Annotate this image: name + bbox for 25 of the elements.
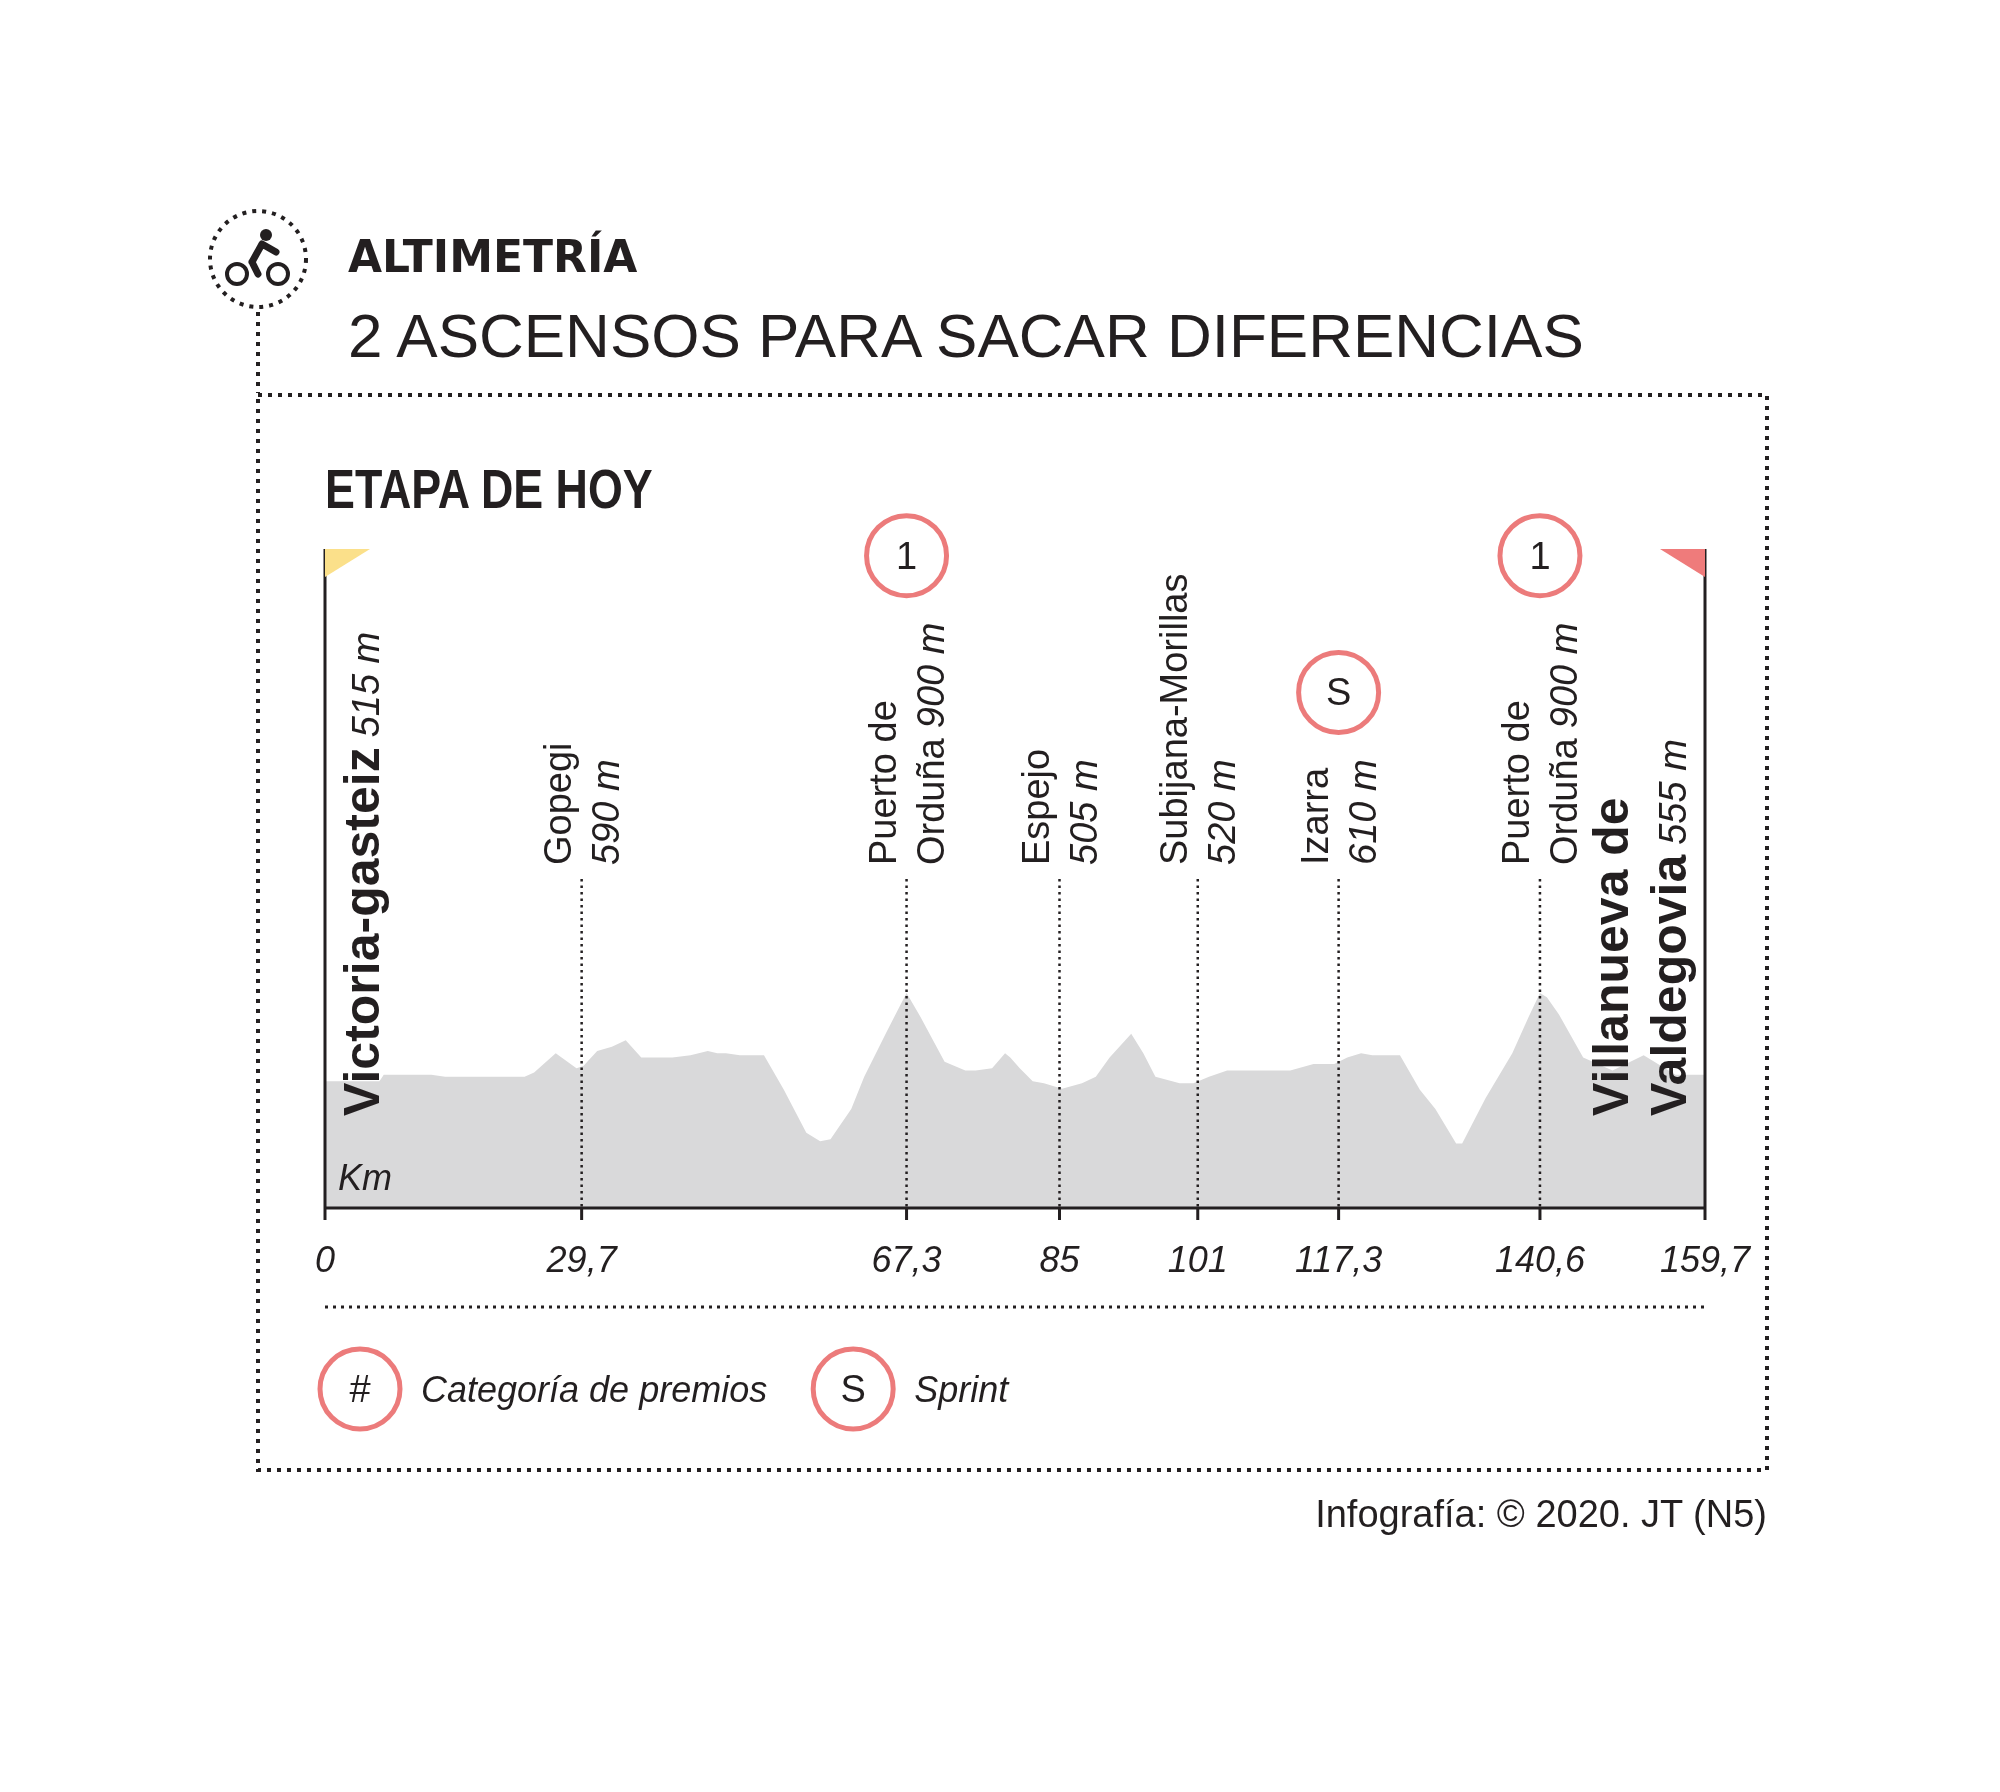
- ref-line-label: Gopegi 590 m: [536, 742, 627, 865]
- chart-title: ALTIMETRÍA: [348, 230, 638, 282]
- ref-line-label: Espejo 505 m: [1014, 748, 1105, 865]
- x-tick-label: 159,7: [1659, 1239, 1753, 1280]
- text: 1: [1529, 534, 1551, 577]
- x-tick-label: 85: [1039, 1239, 1081, 1280]
- text: S: [840, 1368, 866, 1410]
- x-tick-label: 29,7: [545, 1239, 619, 1280]
- ref-line-label: Izarra 610 m: [1293, 759, 1384, 865]
- text: Categoría de premios: [421, 1369, 768, 1410]
- x-tick-label: 117,3: [1294, 1239, 1383, 1280]
- text: Sprint: [914, 1369, 1011, 1410]
- text: 1: [895, 534, 918, 577]
- chart-subtitle: 2 ASCENSOS PARA SACAR DIFERENCIAS: [348, 301, 1584, 370]
- text: ETAPA DE HOY: [325, 457, 653, 521]
- x-tick-label: 0: [314, 1239, 336, 1280]
- x-tick-label: 140,6: [1494, 1239, 1586, 1280]
- x-tick-label: 67,3: [871, 1239, 942, 1280]
- ref-line-label: Subijana-Morillas 520 m: [1152, 573, 1243, 865]
- text: Infografía: © 2020. JT (N5): [1315, 1493, 1767, 1535]
- x-tick-label: 101: [1167, 1239, 1228, 1280]
- text: S: [1325, 671, 1352, 714]
- text: #: [349, 1368, 371, 1410]
- ref-line-label: Victoria-gasteiz 515 m: [334, 631, 390, 1116]
- x-axis-title: Km: [338, 1157, 392, 1198]
